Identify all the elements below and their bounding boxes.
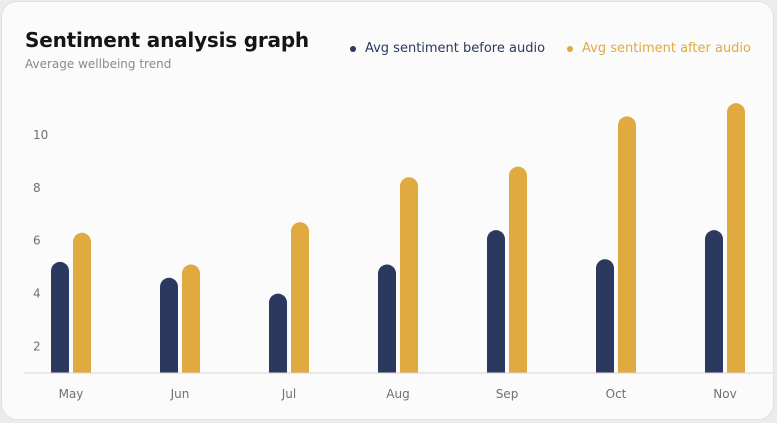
bar-before bbox=[160, 277, 178, 373]
bar-after bbox=[182, 264, 200, 373]
bar-after bbox=[509, 166, 527, 373]
chart-subtitle: Average wellbeing trend bbox=[25, 57, 172, 71]
bar-before bbox=[378, 264, 396, 373]
legend-dot-before bbox=[349, 45, 356, 52]
x-tick-label: Jul bbox=[281, 387, 296, 401]
x-tick-label: Aug bbox=[386, 387, 409, 401]
legend-label-before: Avg sentiment before audio bbox=[364, 41, 546, 56]
bar-before bbox=[596, 259, 614, 373]
legend-item-after: Avg sentiment after audio bbox=[567, 41, 751, 56]
y-tick-label: 6 bbox=[33, 234, 41, 248]
bar-before bbox=[487, 230, 505, 373]
y-tick-label: 4 bbox=[33, 287, 41, 301]
bar-after bbox=[73, 232, 91, 373]
x-tick-label: Sep bbox=[496, 387, 519, 401]
x-tick-label: Jun bbox=[170, 387, 190, 401]
x-tick-label: May bbox=[59, 387, 84, 401]
x-tick-label: Oct bbox=[606, 387, 627, 401]
y-tick-label: 8 bbox=[33, 181, 41, 195]
bar-before bbox=[269, 293, 287, 373]
legend-dot-after bbox=[567, 45, 574, 52]
bar-after bbox=[618, 116, 636, 374]
chart-legend: Avg sentiment before audio Avg sentiment… bbox=[349, 41, 751, 56]
bar-before bbox=[51, 261, 69, 373]
bar-before bbox=[705, 230, 723, 373]
bar-after bbox=[400, 177, 418, 373]
legend-label-after: Avg sentiment after audio bbox=[582, 41, 751, 56]
y-tick-label: 2 bbox=[33, 340, 41, 354]
legend-item-before: Avg sentiment before audio bbox=[349, 41, 546, 56]
y-tick-label: 10 bbox=[33, 128, 48, 142]
bar-after bbox=[727, 103, 745, 373]
bar-after bbox=[291, 222, 309, 373]
x-tick-label: Nov bbox=[713, 387, 736, 401]
chart-title: Sentiment analysis graph bbox=[25, 28, 309, 52]
